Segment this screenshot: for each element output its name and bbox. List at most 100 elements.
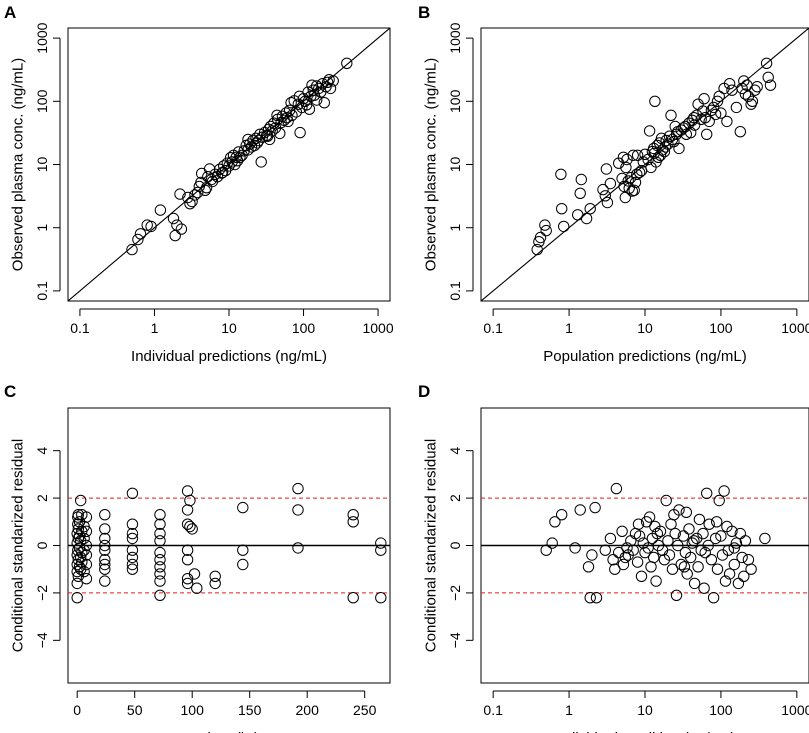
plot-frame: [480, 27, 809, 302]
x-tick-label: 150: [238, 702, 262, 718]
x-tick-label: 100: [709, 320, 733, 336]
x-tick-label: 100: [181, 702, 205, 718]
data-point: [251, 137, 263, 149]
y-axis-title: Conditional standarized residual: [10, 439, 27, 652]
y-axis-title: Observed plasma conc. (ng/mL): [10, 58, 27, 271]
data-point: [154, 535, 166, 547]
data-point: [154, 568, 166, 580]
data-point: [154, 575, 166, 587]
data-point: [609, 563, 621, 575]
data-point: [673, 142, 685, 155]
data-point: [599, 190, 611, 202]
data-point: [534, 231, 547, 244]
data-point: [701, 487, 713, 499]
data-point: [184, 520, 196, 533]
data-point: [688, 577, 701, 590]
data-point: [318, 97, 330, 109]
data-point: [192, 186, 204, 199]
data-point: [255, 156, 267, 168]
data-point: [692, 98, 704, 110]
data-point: [154, 589, 166, 601]
data-point: [556, 203, 568, 215]
plot-frame: [67, 27, 391, 302]
panel-label-D: D: [418, 382, 430, 401]
data-point: [693, 513, 706, 526]
data-point: [181, 577, 194, 590]
data-point: [648, 551, 660, 564]
data-point: [621, 153, 633, 166]
data-point: [739, 88, 752, 100]
data-point: [558, 220, 570, 233]
data-point: [292, 542, 304, 554]
x-tick-label: 100: [292, 320, 316, 336]
data-point: [681, 568, 693, 580]
data-point: [622, 175, 634, 187]
data-point: [216, 167, 228, 179]
data-point: [635, 570, 648, 582]
data-point: [154, 509, 166, 521]
data-point: [181, 485, 194, 497]
y-tick-label: 0: [34, 541, 50, 549]
data-point: [589, 501, 601, 514]
y-tick-label: 1: [447, 224, 463, 232]
y-tick-label: 10: [447, 157, 463, 173]
data-point: [607, 554, 619, 566]
x-tick-label: 0: [73, 702, 81, 718]
y-tick-label: −4: [447, 632, 463, 648]
data-point: [619, 551, 631, 564]
data-point: [713, 494, 725, 507]
data-point: [669, 527, 681, 540]
data-point: [539, 219, 551, 231]
data-point: [665, 109, 677, 122]
data-point: [610, 482, 623, 495]
data-point: [692, 561, 704, 573]
data-point: [721, 115, 733, 128]
data-point: [154, 554, 166, 566]
identity-line: [481, 28, 809, 301]
data-point: [643, 125, 656, 137]
data-point: [268, 117, 280, 129]
data-point: [72, 518, 84, 530]
data-point: [651, 527, 663, 540]
data-point: [286, 109, 298, 122]
data-point: [668, 509, 680, 521]
data-point: [726, 525, 738, 537]
data-point: [347, 592, 359, 604]
data-point: [709, 532, 722, 545]
data-point: [632, 518, 645, 530]
data-point: [701, 128, 713, 141]
data-point: [699, 546, 711, 559]
data-point: [274, 127, 286, 140]
y-tick-label: −2: [447, 585, 463, 601]
x-axis-title: Individual predition (ng/mL): [555, 730, 736, 733]
data-point: [670, 589, 683, 601]
data-point: [718, 485, 730, 497]
data-point: [707, 592, 720, 604]
data-point: [599, 544, 611, 556]
data-point: [695, 544, 707, 556]
data-point: [734, 126, 746, 138]
data-point: [736, 551, 748, 564]
x-tick-label: 1: [565, 702, 573, 718]
data-point: [80, 558, 93, 571]
data-point: [597, 183, 609, 196]
data-point: [186, 523, 198, 535]
data-point: [749, 84, 761, 96]
data-point: [616, 525, 628, 537]
x-tick-label: 10: [637, 702, 653, 718]
data-point: [75, 551, 87, 564]
data-point: [126, 487, 139, 499]
data-point: [728, 558, 740, 571]
data-point: [71, 577, 83, 590]
x-tick-label: 0.1: [483, 320, 503, 336]
data-point: [582, 561, 595, 573]
data-point: [199, 184, 211, 197]
data-point: [375, 537, 387, 549]
data-point: [134, 228, 147, 240]
x-axis-title: Population predictions (ng/mL): [543, 348, 746, 365]
data-point: [680, 506, 692, 518]
data-point: [99, 523, 111, 535]
y-tick-label: 0.1: [447, 281, 463, 301]
data-point: [237, 558, 249, 571]
data-point: [654, 525, 667, 537]
